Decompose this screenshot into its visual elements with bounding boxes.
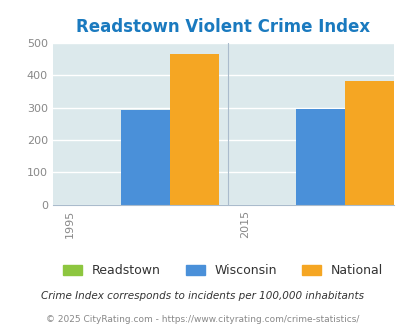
Bar [295,109,344,205]
Bar [121,110,170,205]
Text: © 2025 CityRating.com - https://www.cityrating.com/crime-statistics/: © 2025 CityRating.com - https://www.city… [46,315,359,324]
Bar [170,53,218,205]
Text: Crime Index corresponds to incidents per 100,000 inhabitants: Crime Index corresponds to incidents per… [41,291,364,301]
Bar [344,82,393,205]
Legend: Readstown, Wisconsin, National: Readstown, Wisconsin, National [58,259,387,282]
Title: Readstown Violent Crime Index: Readstown Violent Crime Index [76,18,369,36]
